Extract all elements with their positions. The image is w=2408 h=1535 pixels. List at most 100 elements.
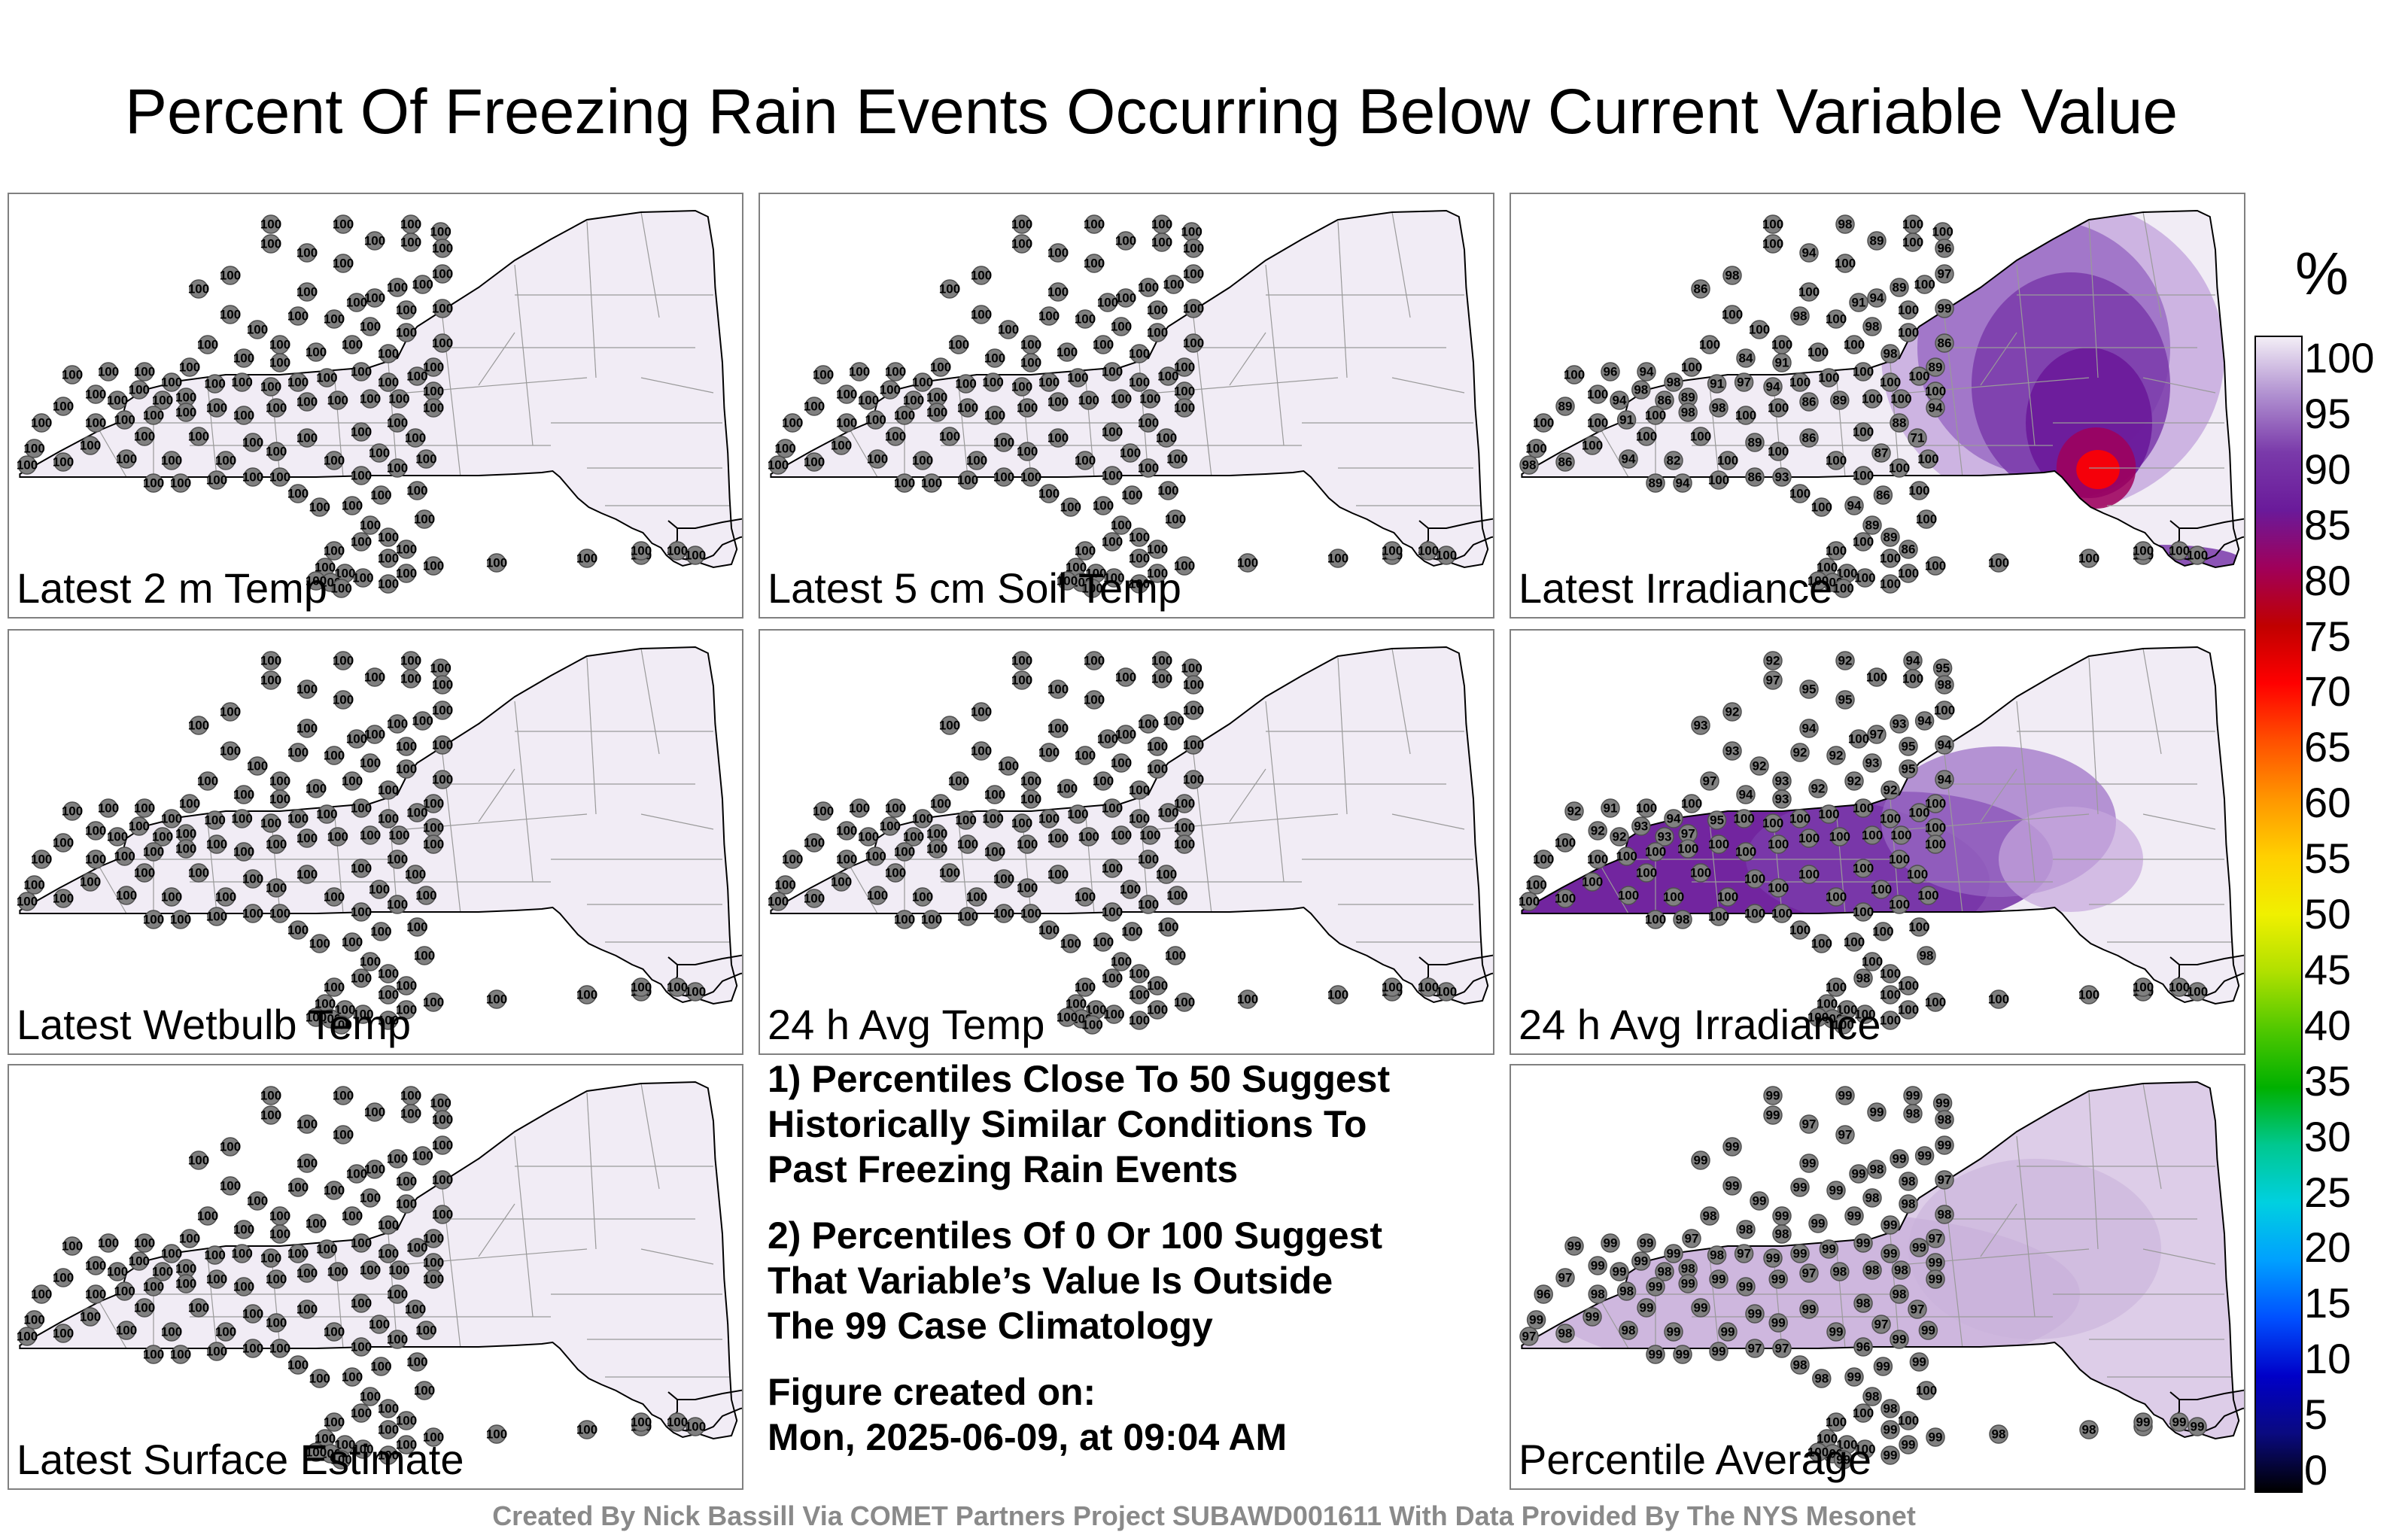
station-value: 100	[1890, 392, 1911, 406]
station-value: 100	[957, 910, 978, 924]
station-value: 99	[1938, 302, 1952, 316]
station-value: 100	[334, 1003, 355, 1017]
station-marker: 100	[912, 451, 933, 470]
station-marker: 100	[1826, 451, 1847, 470]
station-value: 93	[1775, 774, 1789, 789]
station-marker: 100	[364, 667, 385, 687]
station-value: 100	[1151, 236, 1172, 250]
station-marker: 100	[1871, 880, 1892, 899]
state-outline	[1521, 646, 2244, 1005]
station-value: 100	[346, 296, 367, 310]
station-marker: 98	[1619, 1321, 1638, 1340]
station-value: 100	[1880, 967, 1901, 981]
panel-label: Latest Wetbulb Temp	[17, 1001, 412, 1048]
station-marker: 98	[1631, 380, 1651, 400]
station-value: 100	[782, 853, 803, 867]
station-marker: 100	[269, 904, 290, 923]
station-value: 100	[378, 1402, 399, 1416]
station-value: 100	[1156, 431, 1177, 445]
station-value: 100	[631, 1415, 652, 1430]
station-value: 89	[1865, 518, 1880, 533]
station-marker: 100	[396, 1411, 417, 1430]
station-value: 97	[1929, 1232, 1943, 1246]
county-boundary	[586, 657, 597, 815]
station-marker: 100	[1636, 863, 1657, 883]
station-marker: 100	[865, 410, 886, 430]
station-marker: 100	[1020, 789, 1041, 809]
station-marker: 100	[188, 427, 209, 446]
county-boundary	[640, 211, 660, 318]
station-value: 100	[1084, 257, 1105, 271]
station-marker: 92	[1564, 801, 1584, 821]
station-value: 100	[685, 985, 706, 999]
station-value: 100	[406, 806, 427, 820]
station-value: 100	[143, 913, 164, 927]
station-marker: 99	[1844, 1367, 1864, 1387]
station-marker: 100	[1157, 803, 1179, 822]
station-value: 100	[296, 1302, 318, 1317]
station-marker: 100	[930, 357, 951, 377]
station-value: 100	[378, 812, 399, 826]
station-marker: 100	[1078, 827, 1099, 847]
station-value: 100	[1808, 1011, 1829, 1025]
station-marker: 93	[1691, 716, 1710, 735]
county-boundary	[2088, 1092, 2099, 1250]
station-value: 100	[152, 1265, 173, 1279]
county-boundary	[1980, 1203, 2017, 1257]
station-value: 100	[1898, 303, 1919, 318]
station-marker: 100	[1925, 381, 1946, 401]
station-marker: 100	[1020, 771, 1041, 791]
station-marker: 91	[1707, 374, 1727, 394]
station-value: 100	[971, 269, 992, 283]
station-value: 100	[1047, 831, 1069, 846]
station-value: 100	[360, 1263, 381, 1278]
county-boundary	[478, 1203, 515, 1257]
station-marker: 100	[107, 391, 128, 410]
station-value: 97	[1775, 1342, 1789, 1356]
station-value: 99	[1838, 1089, 1853, 1103]
station-marker: 100	[179, 794, 200, 813]
station-value: 100	[1093, 935, 1114, 950]
station-marker: 100	[188, 716, 209, 735]
station-marker: 87	[1871, 443, 1891, 463]
station-value: 94	[1676, 476, 1690, 491]
station-marker: 100	[269, 335, 290, 354]
station-marker: 100	[1057, 342, 1078, 362]
station-value: 99	[1836, 1453, 1850, 1467]
station-marker: 100	[406, 481, 428, 500]
station-marker: 100	[387, 850, 408, 869]
station-marker: 100	[576, 549, 597, 568]
station-marker: 99	[1849, 1164, 1868, 1184]
station-marker: 100	[631, 977, 652, 997]
station-value: 98	[1938, 1208, 1952, 1222]
station-value: 100	[667, 1415, 688, 1430]
county-boundary	[2142, 377, 2216, 394]
station-value: 99	[1567, 1239, 1582, 1254]
station-marker: 99	[1853, 1233, 1873, 1253]
station-marker: 100	[1093, 932, 1114, 952]
station-marker: 100	[1129, 372, 1150, 392]
station-marker: 100	[80, 436, 101, 455]
station-marker: 100	[206, 470, 227, 490]
station-value: 100	[197, 338, 218, 352]
station-marker: 100	[1174, 834, 1195, 854]
station-marker: 100	[939, 427, 960, 446]
station-marker: 93	[1862, 753, 1882, 773]
station-marker: 100	[242, 1304, 263, 1324]
station-marker: 100	[220, 305, 241, 324]
station-value: 100	[939, 282, 960, 296]
station-value: 100	[306, 345, 327, 360]
station-value: 100	[836, 388, 857, 402]
station-marker: 100	[432, 1170, 453, 1190]
station-marker: 100	[233, 406, 254, 425]
station-marker: 100	[161, 1244, 182, 1263]
station-value: 100	[1183, 267, 1204, 281]
county-boundary	[207, 385, 217, 478]
station-value: 98	[1793, 309, 1808, 324]
county-boundary	[586, 1092, 597, 1250]
station-value: 100	[939, 866, 960, 880]
station-value: 98	[1793, 1358, 1808, 1372]
station-value: 100	[1057, 574, 1078, 588]
station-value: 98	[1938, 678, 1952, 692]
station-value: 100	[1237, 556, 1258, 570]
